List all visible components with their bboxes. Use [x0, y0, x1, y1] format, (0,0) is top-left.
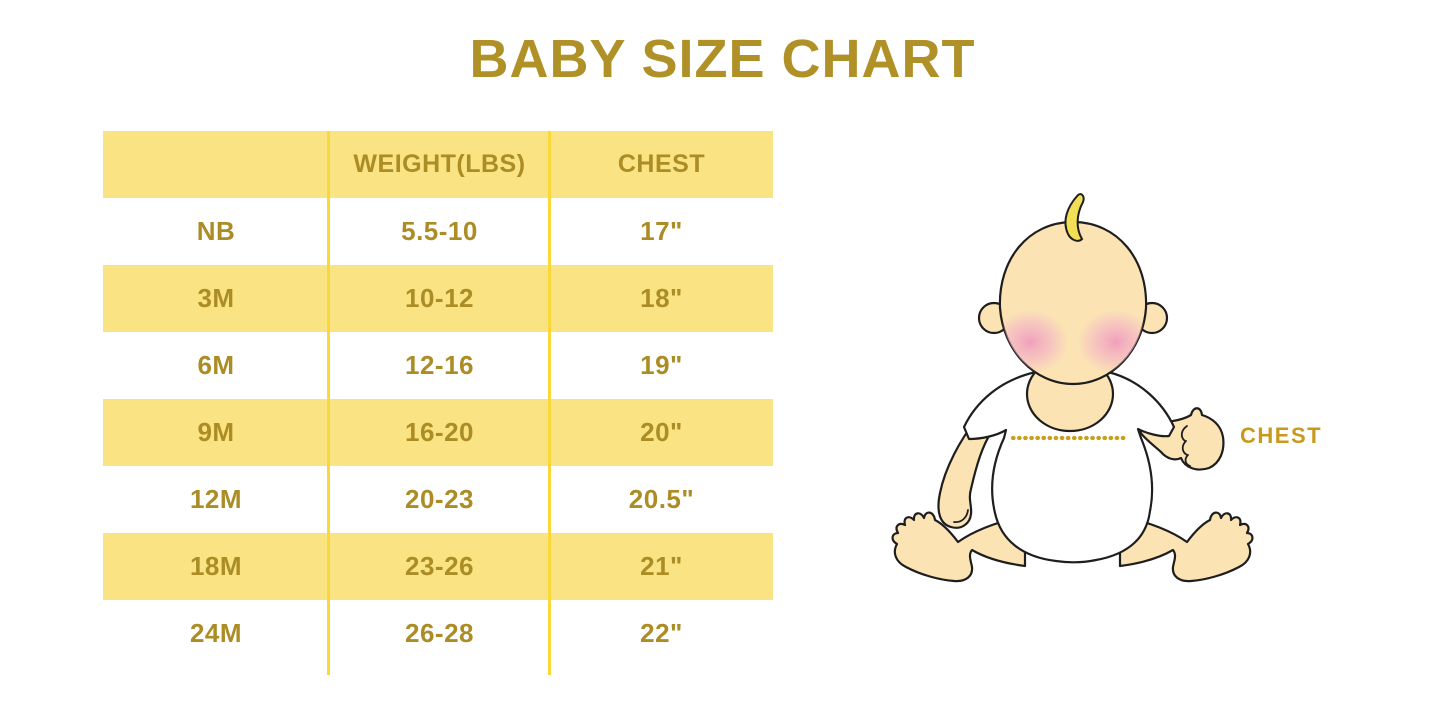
- table-row: 18M 23-26 21": [103, 533, 773, 600]
- cell-weight: 23-26: [405, 551, 474, 581]
- baby-onesie: [962, 370, 1176, 564]
- table-row: NB 5.5-10 17": [103, 198, 773, 265]
- cell-size: 18M: [189, 551, 243, 581]
- baby-fist-knuckle-lines: [1180, 425, 1191, 467]
- header-weight: WEIGHT(LBS): [353, 150, 526, 178]
- baby-hair-curl: [1064, 193, 1085, 242]
- cell-weight: 10-12: [405, 283, 474, 313]
- table-row: 6M 12-16 19": [103, 332, 773, 399]
- cell-chest: 20.5": [628, 484, 695, 514]
- cell-size: 24M: [189, 618, 243, 648]
- cell-chest: 20": [640, 417, 683, 447]
- header-size: [103, 131, 329, 198]
- cell-size: 6M: [197, 350, 235, 380]
- cell-weight: 12-16: [405, 350, 474, 380]
- page-title: BABY SIZE CHART: [469, 29, 976, 89]
- table-row: 12M 20-23 20.5": [103, 466, 773, 533]
- baby-left-arm: [937, 418, 994, 529]
- cell-size: 3M: [197, 283, 235, 313]
- table-row: 9M 16-20 20": [103, 399, 773, 466]
- column-divider-1: [327, 131, 330, 675]
- table-header-row: WEIGHT(LBS) CHEST: [103, 131, 773, 198]
- chest-measure-label: CHEST: [1240, 423, 1323, 448]
- cell-weight: 20-23: [405, 484, 474, 514]
- cell-chest: 22": [640, 618, 683, 648]
- baby-left-hand-finger-line: [953, 509, 969, 523]
- cell-chest: 17": [640, 216, 683, 246]
- cell-weight: 5.5-10: [401, 216, 478, 246]
- baby-illustration: [891, 193, 1254, 583]
- cell-size: 9M: [197, 417, 235, 447]
- baby-right-cheek: [1078, 310, 1147, 374]
- cell-size: NB: [196, 216, 236, 246]
- size-table: WEIGHT(LBS) CHEST NB 5.5-10 17" 3M 10-12 18" 6…: [103, 131, 773, 675]
- header-chest: CHEST: [617, 150, 706, 178]
- column-divider-2: [548, 131, 551, 675]
- cell-chest: 19": [640, 350, 683, 380]
- table-body: NB 5.5-10 17" 3M 10-12 18" 6M 12-16 19" 9M 16-20 20…: [103, 198, 773, 667]
- cell-size: 12M: [189, 484, 243, 514]
- cell-weight: 26-28: [405, 618, 474, 648]
- table-row: 3M 10-12 18": [103, 265, 773, 332]
- table-row: 24M 26-28 22": [103, 600, 773, 667]
- cell-chest: 21": [640, 551, 683, 581]
- baby-left-cheek: [999, 310, 1068, 374]
- cell-chest: 18": [640, 283, 683, 313]
- cell-weight: 16-20: [405, 417, 474, 447]
